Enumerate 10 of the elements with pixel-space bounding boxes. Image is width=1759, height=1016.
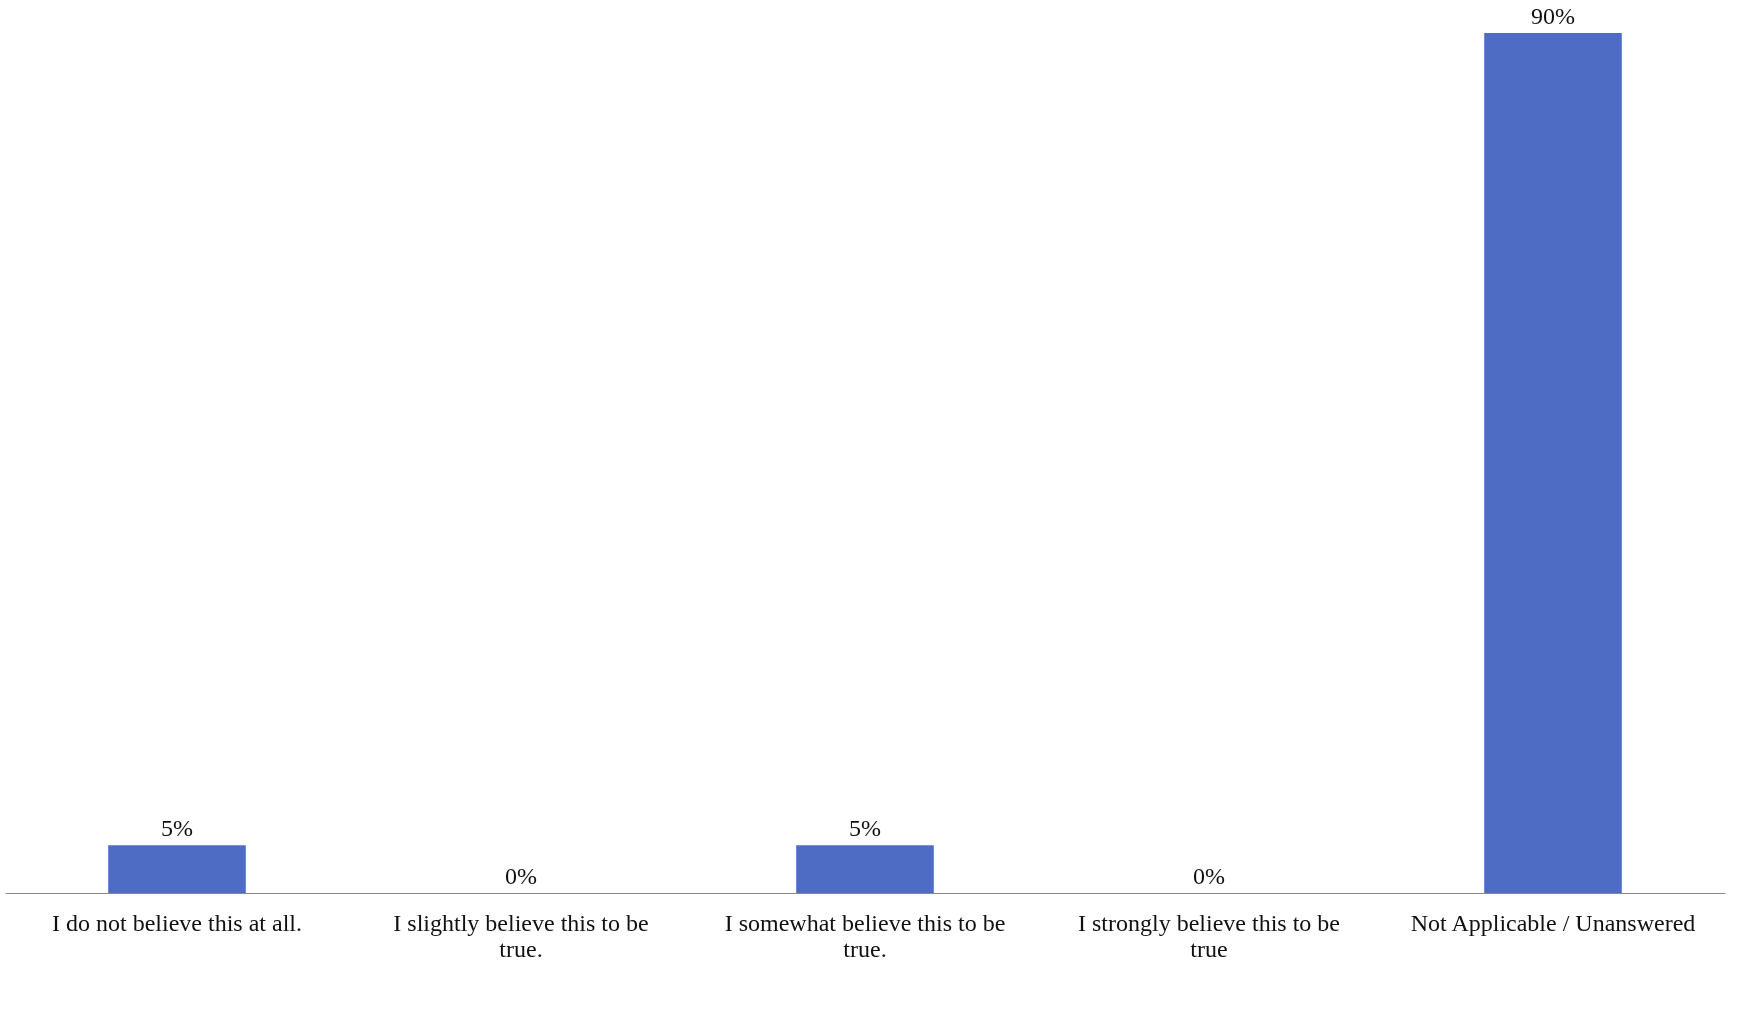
data-label: 0% xyxy=(1193,863,1225,889)
data-label: 90% xyxy=(1531,3,1575,29)
x-tick-label: I somewhat believe this to be true. xyxy=(724,909,1006,962)
x-tick-label: Not Applicable / Unanswered xyxy=(1410,909,1696,936)
x-tick-label: I strongly believe this to be true xyxy=(1078,909,1340,962)
data-label: 0% xyxy=(505,863,537,889)
x-tick-label: I do not believe this at all. xyxy=(52,909,302,936)
data-label: 5% xyxy=(849,815,881,842)
data-label: 5% xyxy=(161,815,193,842)
x-tick-label: I slightly believe this to be true. xyxy=(393,909,649,962)
